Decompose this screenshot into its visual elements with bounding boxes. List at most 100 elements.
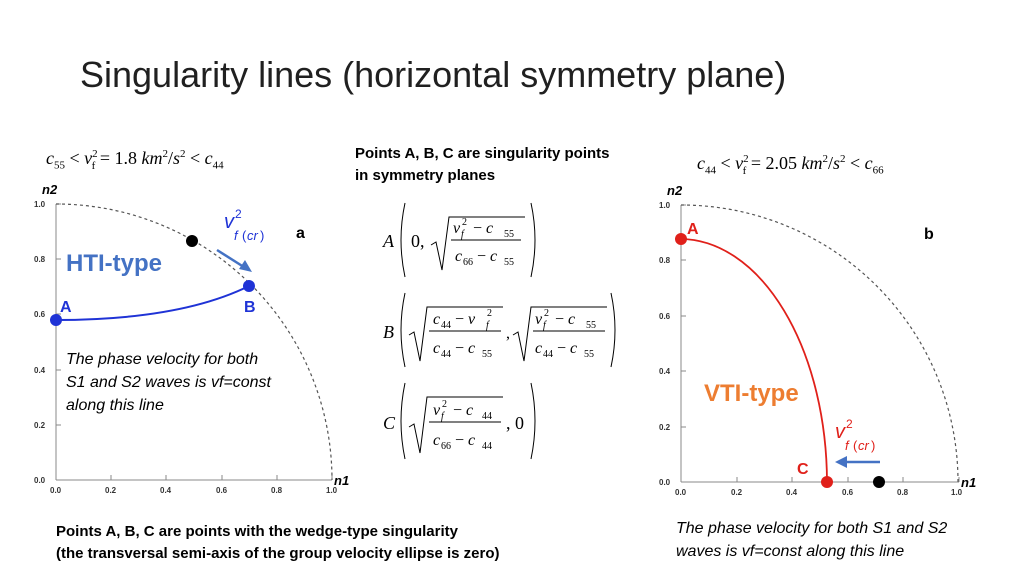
svg-text:A: A <box>382 231 395 251</box>
bottom-note-line-1: Points A, B, C are points with the wedge… <box>56 523 458 540</box>
formula-B: B c 44 − v 2 f c 44 − c 55 , v 2 f − c 5… <box>383 292 616 368</box>
svg-text:− c: − c <box>455 432 475 449</box>
svg-text:44: 44 <box>441 349 451 360</box>
svg-text:,: , <box>506 325 510 342</box>
left-singularity-line <box>55 285 250 321</box>
svg-text:c: c <box>433 340 440 357</box>
svg-text:v: v <box>535 311 543 328</box>
left-xtick-0: 0.0 <box>50 486 62 495</box>
svg-text:B: B <box>383 322 394 342</box>
svg-text:− c: − c <box>477 248 497 265</box>
right-xtick-2: 0.4 <box>786 488 798 497</box>
right-xtick-4: 0.8 <box>897 488 909 497</box>
left-ytick-3: 0.6 <box>34 310 46 319</box>
svg-text:− c: − c <box>455 340 475 357</box>
left-critical-point <box>186 235 198 247</box>
right-xtick-3: 0.6 <box>842 488 854 497</box>
left-xtick-4: 0.8 <box>271 486 283 495</box>
right-ytick-5: 1.0 <box>659 201 671 210</box>
left-ytick-4: 0.8 <box>34 255 46 264</box>
point-formulas: A 0, v 2 f − c 55 c 66 − c 55 B c 44 − v… <box>382 202 616 460</box>
right-unit-circle <box>680 204 959 483</box>
svg-text:c: c <box>535 340 542 357</box>
right-type-label: VTI-type <box>704 380 799 407</box>
center-note-line-1: Points A, B, C are singularity points <box>355 145 610 162</box>
right-label-C: C <box>797 461 809 478</box>
left-point-A <box>50 314 62 326</box>
right-singularity-line <box>680 238 828 483</box>
svg-text:− c: − c <box>473 220 493 237</box>
svg-text:c: c <box>455 248 462 265</box>
svg-text:C: C <box>383 413 396 433</box>
left-tick-labels: 0.0 0.2 0.4 0.6 0.8 1.0 0.0 0.2 0.4 0.6 … <box>34 200 338 495</box>
svg-text:44: 44 <box>482 411 492 422</box>
right-critical-point <box>873 476 885 488</box>
svg-text:0,: 0, <box>411 231 425 251</box>
svg-text:55: 55 <box>504 257 514 268</box>
left-note-line-2: S1 and S2 waves is vf=const <box>66 374 271 391</box>
left-note-line-1: The phase velocity for both <box>66 351 259 368</box>
formula-C: C v 2 f − c 44 c 66 − c 44 , 0 <box>383 382 536 460</box>
right-ytick-2: 0.4 <box>659 367 671 376</box>
left-arrow-icon <box>216 248 252 272</box>
left-xtick-2: 0.4 <box>160 486 172 495</box>
svg-text:2: 2 <box>846 417 853 431</box>
left-xtick-3: 0.6 <box>216 486 228 495</box>
right-axis-x-label: n1 <box>961 475 976 490</box>
svg-text:2: 2 <box>487 308 492 319</box>
svg-text:f: f <box>234 228 239 243</box>
formula-A: A 0, v 2 f − c 55 c 66 − c 55 <box>382 202 536 278</box>
left-type-label: HTI-type <box>66 250 162 277</box>
svg-text:2: 2 <box>235 207 242 221</box>
right-arrow-icon <box>835 456 880 468</box>
right-condition: c44 < v2f = 2.05 km2/s2 < c66 <box>697 153 884 177</box>
svg-text:c: c <box>433 432 440 449</box>
right-point-C <box>821 476 833 488</box>
left-note-line-3: along this line <box>66 397 164 414</box>
svg-text:v: v <box>433 402 441 419</box>
right-point-A <box>675 233 687 245</box>
left-axis-x-label: n1 <box>334 473 349 488</box>
svg-text:2: 2 <box>442 399 447 410</box>
right-panel-letter: b <box>924 226 934 243</box>
left-point-B <box>243 280 255 292</box>
left-panel-letter: a <box>296 225 305 242</box>
svg-text:2: 2 <box>462 217 467 228</box>
left-ytick-1: 0.2 <box>34 421 46 430</box>
svg-text:f: f <box>461 229 465 240</box>
svg-text:f: f <box>441 411 445 422</box>
right-xtick-0: 0.0 <box>675 488 687 497</box>
right-axis-y-label: n2 <box>667 183 683 198</box>
svg-text:− c: − c <box>555 311 575 328</box>
right-ticks <box>680 204 960 483</box>
page-title: Singularity lines (horizontal symmetry p… <box>80 54 787 95</box>
svg-text:66: 66 <box>463 257 473 268</box>
svg-text:f: f <box>543 320 547 331</box>
svg-text:− c: − c <box>557 340 577 357</box>
right-xtick-5: 1.0 <box>951 488 963 497</box>
right-tick-labels: 0.0 0.2 0.4 0.6 0.8 1.0 0.0 0.2 0.4 0.6 … <box>659 201 963 497</box>
svg-text:cr: cr <box>858 438 870 453</box>
svg-text:44: 44 <box>441 320 451 331</box>
svg-text:c: c <box>433 311 440 328</box>
right-ytick-1: 0.2 <box>659 423 671 432</box>
svg-text:55: 55 <box>586 320 596 331</box>
left-ytick-2: 0.4 <box>34 366 46 375</box>
left-label-B: B <box>244 299 256 316</box>
svg-text:cr: cr <box>247 228 259 243</box>
left-plot-note: The phase velocity for both S1 and S2 wa… <box>66 348 326 417</box>
bottom-note: Points A, B, C are points with the wedge… <box>56 521 616 565</box>
right-xtick-1: 0.2 <box>731 488 743 497</box>
left-ytick-0: 0.0 <box>34 476 46 485</box>
left-xtick-1: 0.2 <box>105 486 117 495</box>
svg-text:f: f <box>486 320 490 331</box>
left-axis-y-label: n2 <box>42 182 58 197</box>
left-condition: c55 < v2f = 1.8 km2/s2 < c44 <box>46 148 224 172</box>
svg-text:55: 55 <box>504 229 514 240</box>
left-plot: 0.0 0.2 0.4 0.6 0.8 1.0 0.0 0.2 0.4 0.6 … <box>34 182 349 495</box>
svg-text:): ) <box>871 438 875 453</box>
svg-text:(: ( <box>853 438 858 453</box>
bottom-note-line-2: (the transversal semi-axis of the group … <box>56 545 500 562</box>
svg-text:(: ( <box>242 228 247 243</box>
center-note: Points A, B, C are singularity points in… <box>355 143 655 187</box>
